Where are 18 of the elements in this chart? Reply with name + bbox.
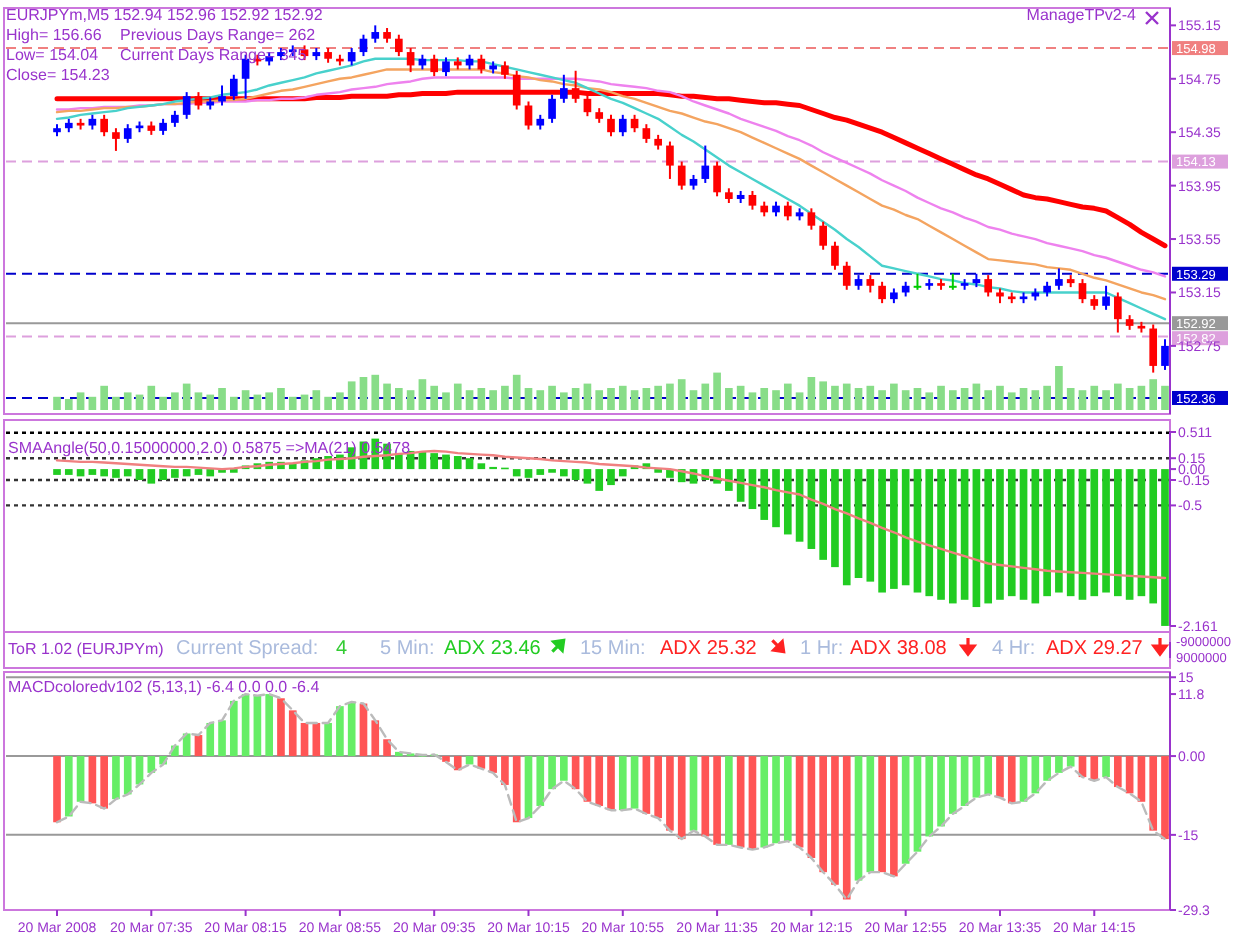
text: ADX 29.27 [1046,638,1144,660]
text: ADX 25.32 [660,638,758,660]
annotation: MACDcoloredv102 (5,13,1) -6.4 0.0 0.0 -6.4 [8,678,321,696]
annotation: EURJPYm,M5 152.94 152.96 152.92 152.92 [6,6,324,24]
text: 5 Min: [380,638,435,660]
text: 15 Min: [580,638,646,660]
annotation: High= 156.66 [6,26,103,44]
text: 4 [336,638,348,660]
text: ToR 1.02 (EURJPYm) [8,640,165,658]
annotation: Previous Days Range= 262 [120,26,317,44]
text: ADX 38.08 [850,638,948,660]
text: Current Spread: [176,638,319,660]
text: 1 Hr: [800,638,844,660]
annotation: Low= 154.04 [6,46,100,64]
annotation: Close= 154.23 [6,66,111,84]
text: 4 Hr: [992,638,1036,660]
annotation: ManageTPv2-4 [1026,6,1138,24]
text: ADX 23.46 [444,638,542,660]
